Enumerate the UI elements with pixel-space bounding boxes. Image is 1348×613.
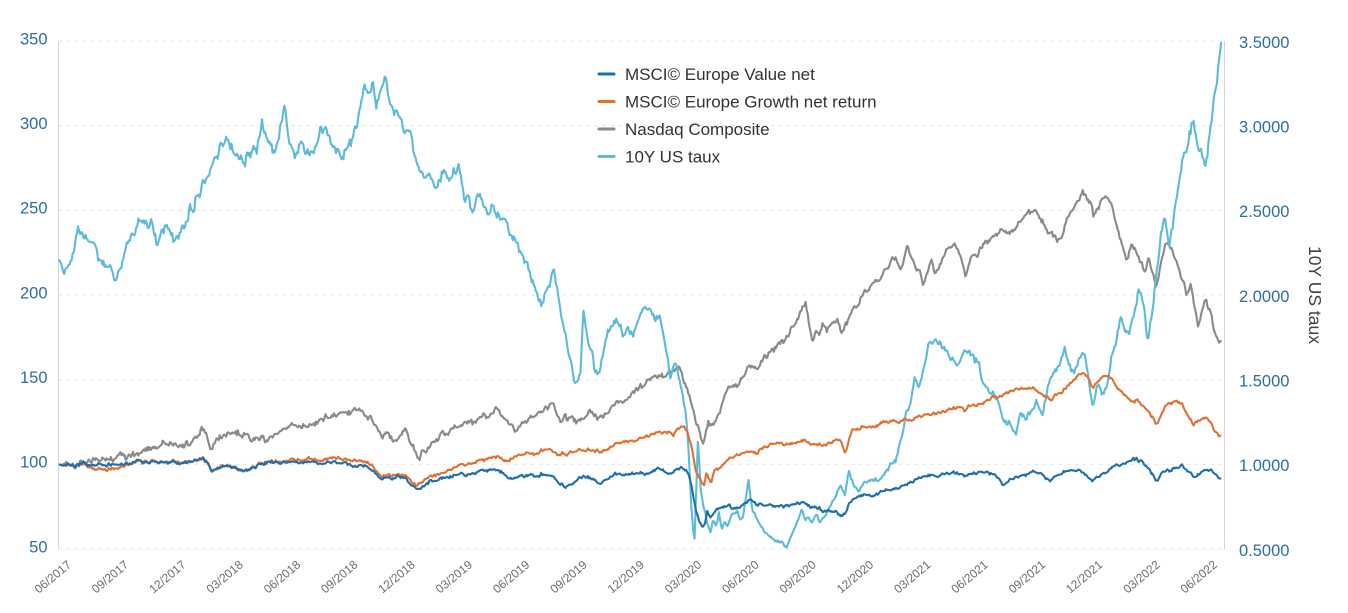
svg-text:0.5000: 0.5000 [1239,542,1289,560]
svg-text:200: 200 [20,284,48,302]
svg-text:150: 150 [20,369,48,387]
svg-text:50: 50 [29,538,47,556]
svg-text:1.5000: 1.5000 [1239,373,1289,391]
svg-text:1.0000: 1.0000 [1239,457,1289,475]
svg-text:10Y US taux: 10Y US taux [625,148,721,167]
svg-text:MSCI© Europe Growth net return: MSCI© Europe Growth net return [625,93,877,112]
svg-text:3.5000: 3.5000 [1239,34,1289,52]
svg-text:2.5000: 2.5000 [1239,203,1289,221]
svg-text:3.0000: 3.0000 [1239,119,1289,137]
svg-text:300: 300 [20,115,48,133]
svg-text:10Y US taux: 10Y US taux [1305,246,1325,344]
svg-text:100: 100 [20,454,48,472]
svg-text:250: 250 [20,200,48,218]
svg-text:350: 350 [20,30,48,48]
svg-text:MSCI© Europe Value net: MSCI© Europe Value net [625,65,815,84]
svg-text:Nasdaq Composite: Nasdaq Composite [625,120,770,139]
svg-text:2.0000: 2.0000 [1239,288,1289,306]
